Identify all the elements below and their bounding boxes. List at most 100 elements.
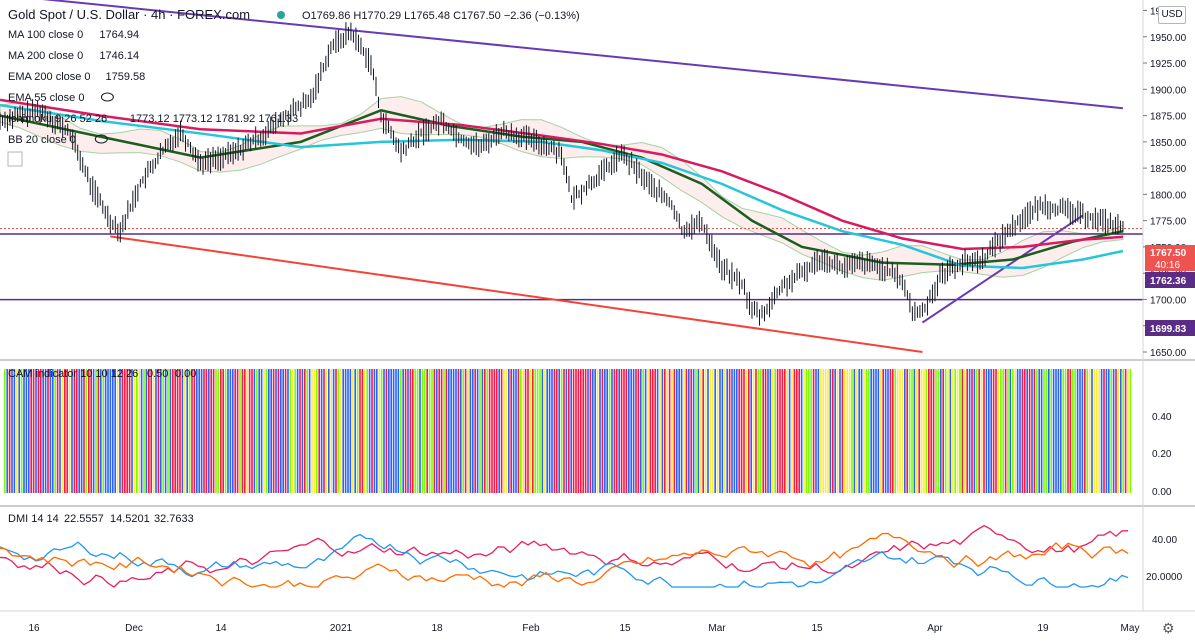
cam-bar [1002,369,1004,493]
cam-bar [1009,369,1012,493]
cam-bar [589,369,592,493]
cam-bar [397,369,400,493]
cam-bar [671,369,673,493]
cam-bar [508,369,510,493]
cam-bar [313,369,316,493]
cam-bar [863,369,865,493]
cam-bar [308,369,311,493]
cam-bar [59,369,61,493]
cam-bar [484,369,486,493]
cam-bar [1117,369,1120,493]
cam-bar [440,369,443,493]
dmi-title[interactable]: DMI 14 14 [8,513,59,525]
time-tick-label: 15 [811,623,823,634]
cam-bar [990,369,992,493]
cam-bar [791,369,793,493]
cam-bar [287,369,289,493]
cam-bar [448,369,450,493]
cam-bar [138,369,140,493]
cam-bar [1110,369,1112,493]
cam-bar [853,369,856,493]
cam-bar [973,369,976,493]
cam-bar [577,369,580,493]
cam-bar [227,369,229,493]
cam-bar [289,369,292,493]
cam-bar [572,369,575,493]
cam-bar [702,369,704,493]
price-axis-ticks[interactable]: 1975.001950.001925.001900.001875.001850.… [1143,7,1187,359]
price-tick-label: 1850.00 [1150,138,1187,149]
cam-bar [637,369,640,493]
cam-bar [1031,369,1033,493]
cam-bar [536,369,539,493]
price-tick-label: 1950.00 [1150,33,1187,44]
cam-bar [964,369,966,493]
cam-bar [1045,369,1048,493]
cam-bar [44,369,47,493]
cam-bar [820,369,822,493]
cam-bar [143,369,145,493]
cam-bar [1007,369,1009,493]
cam-bar [647,369,649,493]
cam-bar [1093,369,1096,493]
cam-bar [352,369,354,493]
cam-bar [318,369,320,493]
cam-bar [942,369,944,493]
cam-bar [450,369,452,493]
cam-bar [145,369,148,493]
cam-bar [222,369,224,493]
cam-bar [654,369,656,493]
cam-bar [119,369,121,493]
cam-bar [431,369,433,493]
cam-bar [18,369,20,493]
cam-bar [908,369,911,493]
cam-bar [580,369,582,493]
cloud-area [0,96,1124,281]
price-tick-label: 1775.00 [1150,217,1187,228]
indicator-legend[interactable]: MA 100 close 0 1764.94 MA 200 close 0 1746.… [8,29,298,146]
time-tick-label: May [1121,623,1140,634]
cam-bar [901,369,904,493]
cam-bar [728,369,731,493]
cam-bar [359,369,361,493]
cam-bar [500,369,503,493]
cam-bar [344,369,347,493]
cam-bar [678,369,680,493]
cam-bar [40,369,42,493]
cam-bar [66,369,68,493]
cam-bar [860,369,863,493]
cam-bar [551,369,553,493]
cam-bar [1050,369,1052,493]
settings-gear-icon[interactable]: ⚙ [1162,620,1175,636]
cam-bar [594,369,596,493]
cam-bar [493,369,496,493]
cam-bar [1079,369,1081,493]
currency-badge[interactable]: USD [1158,6,1186,24]
hidden-eye-icon [100,92,114,102]
chart-title[interactable]: Gold Spot / U.S. Dollar · 4h · FOREX.com [8,7,250,22]
cam-bar [599,369,601,493]
cam-bar [220,369,222,493]
legend-collapse-button[interactable] [7,151,23,167]
cam-bar [899,369,901,493]
price-series [0,98,1124,270]
cam-bar [23,369,25,493]
cam-bar [750,369,752,493]
cam-bar [808,369,810,493]
cam-bar [817,369,820,493]
cam-bar [373,369,376,493]
trendlines[interactable] [0,0,1124,353]
cam-bar [464,369,467,493]
cam-bar [376,369,378,493]
cam-title[interactable]: CAM indicator 10 10 12 26 [8,368,138,380]
cam-bar [20,369,23,493]
time-axis-ticks[interactable]: 16 Dec 14 2021 18 Feb 15 Mar 15 Apr 19 May [28,623,1139,634]
cam-bar [592,369,594,493]
cam-bar [896,369,899,493]
cam-bar [616,369,618,493]
cam-bar [83,369,85,493]
cam-bar [625,369,628,493]
cam-bar [719,369,721,493]
cam-bar [260,369,263,493]
cam-bar [361,369,364,493]
